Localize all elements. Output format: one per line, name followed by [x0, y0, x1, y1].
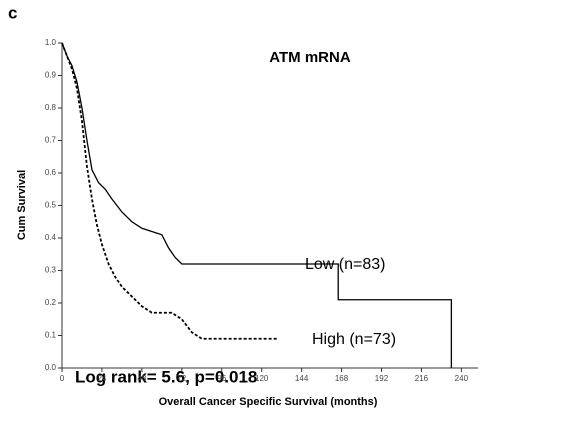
x-axis-label: Overall Cancer Specific Survival (months…	[159, 396, 378, 408]
annotation: Log rank= 5.6, p=0.018	[75, 367, 257, 386]
x-tick-label: 144	[295, 374, 309, 383]
y-axis-label: Cum Survival	[16, 170, 28, 240]
y-tick-label: 0.1	[45, 331, 57, 340]
series-label: High (n=73)	[312, 331, 396, 348]
y-tick-label: 0.0	[45, 363, 57, 372]
y-tick-label: 0.8	[45, 103, 57, 112]
x-tick-label: 120	[255, 374, 269, 383]
series-label: Low (n=83)	[305, 256, 386, 273]
y-tick-label: 0.2	[45, 298, 57, 307]
y-tick-label: 1.0	[45, 38, 57, 47]
survival-curve	[61, 42, 453, 368]
survival-curve	[61, 42, 279, 340]
x-tick-label: 240	[455, 374, 469, 383]
x-tick-label: 192	[375, 374, 389, 383]
y-tick-label: 0.5	[45, 201, 57, 210]
y-tick-label: 0.4	[45, 233, 57, 242]
panel-label: c	[8, 3, 17, 22]
chart-title: ATM mRNA	[269, 49, 351, 66]
y-tick-label: 0.3	[45, 266, 57, 275]
x-tick-label: 96	[217, 374, 226, 383]
y-tick-label: 0.7	[45, 136, 57, 145]
y-tick-label: 0.9	[45, 71, 57, 80]
x-tick-label: 24	[97, 374, 106, 383]
x-tick-label: 216	[415, 374, 429, 383]
y-tick-label: 0.6	[45, 168, 57, 177]
x-tick-label: 168	[335, 374, 349, 383]
x-tick-label: 48	[137, 374, 146, 383]
x-tick-label: 0	[60, 374, 65, 383]
x-tick-label: 72	[177, 374, 186, 383]
